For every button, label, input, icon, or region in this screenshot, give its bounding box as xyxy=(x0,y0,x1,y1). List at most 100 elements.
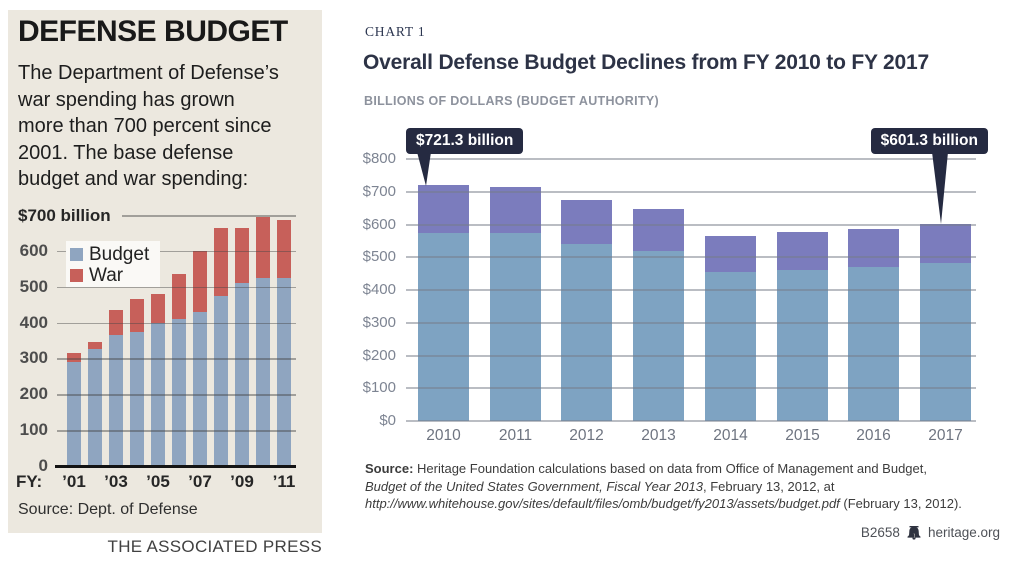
hf-gridline xyxy=(406,321,976,324)
hf-bar-base-segment xyxy=(561,244,612,421)
hf-bar-base-segment xyxy=(920,262,971,421)
callout-2017-value: $601.3 billion xyxy=(870,128,988,154)
hf-source-text-1: Heritage Foundation calculations based o… xyxy=(413,461,927,476)
callout-2010-value: $721.3 billion xyxy=(406,128,524,154)
ap-x-tick-label: ’07 xyxy=(188,472,212,491)
ap-x-tick-label: ’05 xyxy=(146,472,170,491)
hf-y-tick-label: $600 xyxy=(362,215,396,233)
ap-bar-war-segment xyxy=(256,216,270,278)
hf-source-note: Source: Heritage Foundation calculations… xyxy=(365,460,1017,513)
ap-bar-budget-segment xyxy=(256,277,270,466)
hf-x-tick-label: 2017 xyxy=(928,427,963,444)
ap-bar-budget-segment xyxy=(109,335,123,466)
ap-bar-budget-segment xyxy=(88,349,102,466)
ap-bar-war-segment xyxy=(130,299,144,332)
ap-y-tick-label: 200 xyxy=(19,384,48,404)
ap-bar-war-segment xyxy=(193,250,207,312)
hf-bar-war-segment xyxy=(777,232,828,271)
ap-y-tick-label: 0 xyxy=(38,456,48,475)
hf-x-tick-label: 2014 xyxy=(713,427,748,444)
hf-y-tick-label: $100 xyxy=(362,379,396,397)
ap-y-tick-label: 300 xyxy=(19,348,48,368)
liberty-bell-icon xyxy=(907,526,921,540)
ap-x-tick-label: ’11 xyxy=(272,472,296,491)
ap-bar-war-segment xyxy=(172,274,186,319)
ap-title: DEFENSE BUDGET xyxy=(18,15,288,48)
ap-bar-budget-segment xyxy=(277,277,291,466)
hf-axis-units-label: BILLIONS OF DOLLARS (BUDGET AUTHORITY) xyxy=(364,94,659,108)
ap-bar-budget-segment xyxy=(151,322,165,466)
hf-x-tick-label: 2012 xyxy=(569,427,604,444)
callout-2017-pointer xyxy=(932,152,948,224)
hf-source-line-1: Source: Heritage Foundation calculations… xyxy=(365,460,1017,478)
hf-bar-base-segment xyxy=(633,251,684,421)
hf-y-tick-label: $500 xyxy=(362,248,396,266)
ap-gridline xyxy=(57,322,296,325)
ap-credit: THE ASSOCIATED PRESS xyxy=(107,537,322,556)
hf-bar-war-segment xyxy=(561,199,612,245)
ap-description: The Department of Defense’s war spending … xyxy=(18,62,279,190)
ap-legend-row-war: War xyxy=(70,265,160,286)
ap-gridline xyxy=(57,394,296,396)
hf-footer: B2658 heritage.org xyxy=(700,525,1000,540)
callout-2010-pointer xyxy=(417,152,431,186)
ap-bar-war-segment xyxy=(214,227,228,296)
ap-bar-budget-segment xyxy=(172,318,186,466)
ap-bar-budget-segment xyxy=(193,311,207,466)
hf-bar-base-segment xyxy=(848,267,899,421)
hf-gridline xyxy=(406,223,976,226)
hf-bar-war-segment xyxy=(490,186,541,233)
ap-legend-budget-label: Budget xyxy=(89,243,150,265)
hf-chart-number: CHART 1 xyxy=(365,24,426,39)
hf-gridline xyxy=(406,158,976,160)
ap-y-tick-label: 100 xyxy=(19,420,48,440)
ap-gridline xyxy=(57,358,296,360)
hf-bar-war-segment xyxy=(633,209,684,251)
ap-y-tick-label: 400 xyxy=(19,312,48,332)
hf-site-link: heritage.org xyxy=(927,525,1000,540)
ap-x-tick-label: ’09 xyxy=(230,472,254,491)
hf-bar-war-segment xyxy=(705,235,756,272)
hf-bar-base-segment xyxy=(418,232,469,421)
ap-x-axis-line xyxy=(55,465,296,468)
hf-gridline xyxy=(406,387,976,390)
ap-bar-budget-segment xyxy=(67,362,81,466)
hf-source-url: http://www.whitehouse.gov/sites/default/… xyxy=(365,496,840,511)
hf-x-tick-label: 2016 xyxy=(856,427,891,444)
hf-bar-war-segment xyxy=(848,228,899,268)
hf-source-text-3: (February 13, 2012). xyxy=(839,496,962,511)
hf-gridline xyxy=(406,289,976,291)
ap-bar-budget-segment xyxy=(214,295,228,466)
hf-source-line-2: Budget of the United States Government, … xyxy=(365,478,1017,496)
ap-bar-war-segment xyxy=(67,353,81,362)
hf-source-line-3: http://www.whitehouse.gov/sites/default/… xyxy=(365,495,1017,513)
hf-y-tick-label: $800 xyxy=(362,150,396,167)
hf-gridline xyxy=(406,420,976,422)
ap-gridline xyxy=(57,430,296,432)
hf-x-tick-label: 2013 xyxy=(641,427,676,444)
hf-y-tick-label: $700 xyxy=(362,182,396,200)
ap-bar-war-segment xyxy=(88,342,102,350)
hf-bar-base-segment xyxy=(490,232,541,421)
ap-bar-war-segment xyxy=(109,310,123,336)
hf-source-book-title: Budget of the United States Government, … xyxy=(365,478,703,494)
war-swatch-icon xyxy=(70,269,83,282)
hf-y-tick-label: $200 xyxy=(362,346,396,364)
ap-bar-budget-segment xyxy=(130,331,144,466)
budget-swatch-icon xyxy=(70,248,83,261)
ap-legend: Budget War xyxy=(66,241,160,287)
ap-x-axis-prefix: FY: xyxy=(16,472,43,491)
hf-x-tick-label: 2010 xyxy=(426,427,461,444)
ap-bar-war-segment xyxy=(151,293,165,323)
hf-bar-base-segment xyxy=(705,271,756,421)
ap-bar-war-segment xyxy=(235,227,249,284)
hf-gridline xyxy=(406,354,976,357)
ap-gridline xyxy=(122,215,296,217)
hf-y-tick-label: $300 xyxy=(362,313,396,331)
ap-legend-war-label: War xyxy=(89,264,124,286)
ap-bar-budget-segment xyxy=(235,283,249,466)
hf-chart-title: Overall Defense Budget Declines from FY … xyxy=(363,51,929,74)
ap-x-tick-label: ’01 xyxy=(62,472,86,491)
hf-x-tick-label: 2015 xyxy=(785,427,820,444)
ap-source-note: Source: Dept. of Defense xyxy=(18,501,198,518)
